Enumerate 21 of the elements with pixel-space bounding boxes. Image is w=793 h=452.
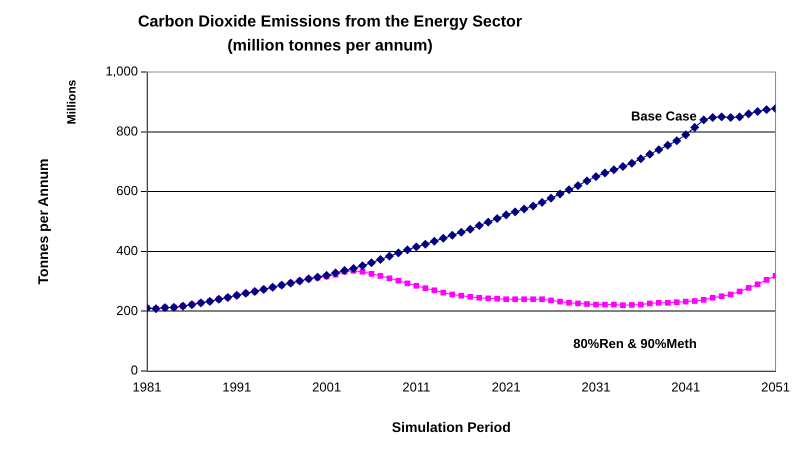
y-tick-label: 200 bbox=[116, 302, 138, 318]
text: Millions bbox=[64, 79, 78, 124]
text: 80%Ren & 90%Meth bbox=[573, 336, 697, 351]
x-tick-label: 1991 bbox=[222, 379, 252, 394]
x-tick-label: 2051 bbox=[761, 379, 790, 394]
y-tick-label: 800 bbox=[116, 123, 138, 138]
y-tick-label: 1,000 bbox=[105, 64, 138, 79]
chart-title: Carbon Dioxide Emissions from the Energy Sector bbox=[138, 13, 522, 30]
y-tick-label: 0 bbox=[130, 362, 138, 378]
x-tick-label: 2011 bbox=[402, 379, 430, 394]
series-label: Base Case bbox=[630, 108, 697, 124]
x-axis-title: Simulation Period bbox=[392, 418, 511, 435]
x-tick-label: 2031 bbox=[581, 379, 610, 394]
y-tick-label: 400 bbox=[116, 242, 138, 258]
x-tick-label: 1981 bbox=[132, 379, 162, 394]
y-axis-title: Tonnes per Annum bbox=[34, 158, 51, 284]
x-tick-label: 2021 bbox=[492, 379, 521, 394]
y-tick-label: 600 bbox=[116, 183, 138, 198]
x-tick-label: 2001 bbox=[312, 379, 342, 394]
chart-subtitle: (million tonnes per annum) bbox=[227, 37, 433, 54]
x-tick-label: 2041 bbox=[671, 379, 700, 394]
